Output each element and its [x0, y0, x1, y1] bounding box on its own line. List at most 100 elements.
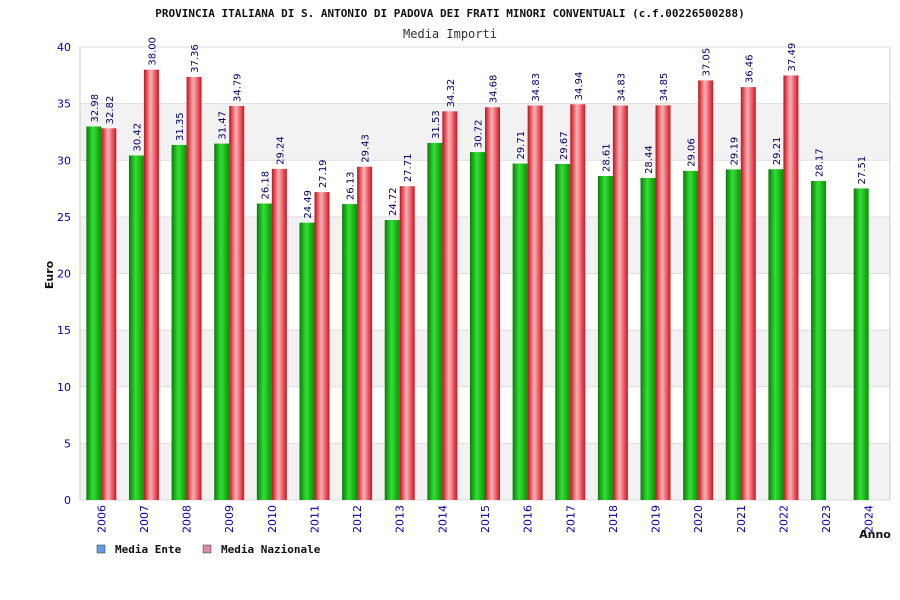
bar-media-nazionale-2011: [314, 192, 330, 501]
bar-media-ente-2013: [384, 220, 400, 500]
bar-media-ente-2010: [256, 203, 272, 500]
bar-media-ente-2012: [342, 204, 358, 500]
bar-media-nazionale-2007: [143, 69, 159, 501]
data-label: 29.43: [361, 134, 372, 163]
bar-media-ente-2006: [86, 126, 102, 501]
x-tick-label: 2010: [266, 505, 279, 533]
legend-label-media-ente: Media Ente: [115, 543, 182, 556]
bar-media-nazionale-2009: [229, 106, 245, 501]
x-tick-label: 2013: [394, 505, 407, 533]
data-label: 31.35: [175, 112, 186, 141]
data-label: 29.67: [559, 131, 570, 160]
bar-media-ente-2023: [811, 180, 827, 501]
bar-media-nazionale-2019: [655, 105, 671, 500]
bar-media-ente-2022: [768, 169, 784, 500]
bar-media-ente-2024: [853, 188, 869, 500]
x-tick-label: 2022: [777, 505, 790, 533]
y-tick-label: 40: [57, 41, 71, 54]
bar-media-ente-2015: [470, 152, 485, 500]
data-label: 30.42: [132, 123, 143, 152]
bar-media-ente-2019: [640, 177, 656, 501]
y-tick-label: 25: [57, 211, 71, 224]
chart-subtitle: Media Importi: [403, 27, 497, 41]
bar-media-nazionale-2021: [740, 87, 756, 500]
data-label: 36.46: [744, 54, 755, 83]
data-label: 34.68: [489, 75, 500, 104]
data-label: 32.82: [105, 96, 116, 125]
data-label: 27.71: [403, 154, 414, 183]
data-label: 28.61: [601, 143, 612, 172]
y-tick-label: 10: [57, 381, 71, 394]
y-tick-label: 35: [57, 98, 71, 111]
bar-media-nazionale-2018: [612, 105, 628, 501]
bar-media-ente-2014: [427, 142, 443, 501]
data-label: 34.85: [659, 73, 670, 102]
data-label: 37.49: [787, 43, 798, 72]
bar-media-ente-2018: [597, 175, 613, 500]
x-tick-label: 2006: [95, 505, 108, 533]
x-tick-label: 2007: [138, 505, 151, 533]
y-tick-label: 20: [57, 268, 71, 281]
bar-media-nazionale-2014: [442, 111, 458, 501]
x-tick-label: 2008: [181, 505, 194, 533]
y-axis-label: Euro: [43, 260, 56, 289]
bar-media-nazionale-2012: [357, 166, 373, 500]
data-label: 26.18: [260, 171, 271, 200]
y-tick-label: 5: [64, 437, 71, 450]
data-label: 38.00: [147, 37, 158, 66]
y-tick-label: 0: [64, 494, 71, 507]
x-tick-label: 2023: [820, 505, 833, 533]
bar-media-ente-2017: [555, 163, 571, 500]
data-label: 29.06: [687, 138, 698, 167]
bar-media-nazionale-2010: [271, 168, 287, 500]
data-label: 37.36: [190, 44, 201, 73]
bar-media-nazionale-2020: [698, 80, 714, 500]
data-label: 34.94: [574, 72, 585, 101]
bar-media-nazionale-2015: [485, 107, 500, 501]
y-tick-label: 30: [57, 154, 71, 167]
data-label: 24.49: [303, 190, 314, 219]
x-tick-label: 2021: [735, 505, 748, 533]
bar-media-nazionale-2017: [570, 104, 586, 500]
bar-media-nazionale-2006: [101, 128, 117, 500]
data-label: 31.47: [218, 111, 229, 140]
legend-swatch-media-nazionale: [202, 544, 212, 554]
x-tick-label: 2015: [479, 505, 492, 533]
data-label: 34.83: [531, 73, 542, 102]
bar-media-nazionale-2022: [783, 75, 799, 500]
data-label: 37.05: [702, 48, 713, 77]
x-tick-label: 2024: [863, 505, 876, 533]
data-label: 30.72: [474, 119, 485, 148]
bar-media-nazionale-2008: [186, 76, 202, 500]
data-label: 26.13: [346, 171, 357, 200]
x-tick-label: 2018: [607, 505, 620, 533]
data-label: 32.98: [90, 94, 101, 123]
data-label: 24.72: [388, 187, 399, 216]
bar-media-ente-2008: [171, 144, 187, 500]
data-label: 31.53: [431, 110, 442, 139]
x-tick-label: 2014: [436, 505, 449, 533]
data-label: 27.51: [857, 156, 868, 185]
x-tick-label: 2011: [308, 505, 321, 533]
bar-media-ente-2011: [299, 222, 315, 500]
data-label: 27.19: [318, 159, 329, 188]
x-tick-label: 2012: [351, 505, 364, 533]
x-tick-label: 2019: [650, 505, 663, 533]
data-label: 34.32: [446, 79, 457, 108]
x-tick-label: 2016: [522, 505, 535, 533]
data-label: 29.71: [516, 131, 527, 160]
x-tick-label: 2017: [564, 505, 577, 533]
x-tick-label: 2020: [692, 505, 705, 533]
data-label: 29.24: [275, 136, 286, 165]
data-label: 34.83: [616, 73, 627, 102]
data-label: 28.17: [815, 148, 826, 177]
data-label: 28.44: [644, 145, 655, 174]
y-tick-label: 15: [57, 324, 71, 337]
data-label: 34.79: [233, 73, 244, 102]
bar-media-nazionale-2013: [399, 186, 415, 500]
y-axis-ticks: 0 5 10 15 20 25 30 35 40: [57, 41, 71, 507]
chart-title: PROVINCIA ITALIANA DI S. ANTONIO DI PADO…: [155, 7, 744, 20]
bar-media-ente-2021: [725, 169, 741, 500]
bar-media-ente-2009: [214, 143, 230, 501]
bar-media-ente-2007: [128, 155, 144, 500]
